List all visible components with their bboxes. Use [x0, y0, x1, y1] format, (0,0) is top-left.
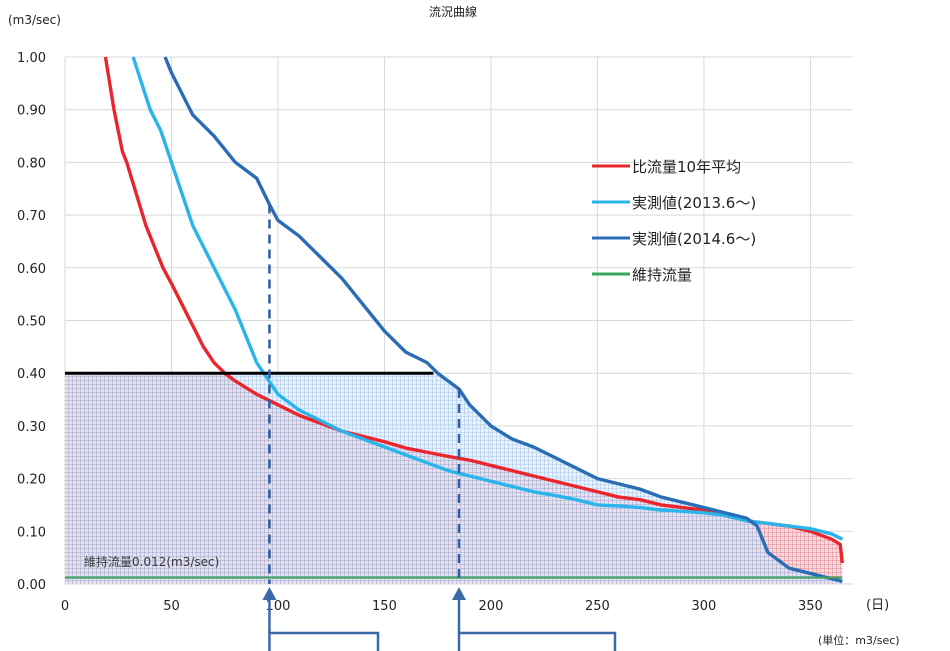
x-tick-label: 200	[479, 599, 504, 614]
arrow-head	[452, 587, 466, 600]
arrow-annotations	[262, 587, 617, 651]
y-tick-label: 0.70	[17, 209, 46, 224]
legend-label: 維持流量	[632, 266, 692, 284]
y-tick-label: 0.40	[17, 367, 46, 382]
legend-label: 実測値(2013.6～)	[632, 194, 756, 212]
series-lines	[65, 56, 845, 584]
arrow-connector	[268, 631, 380, 651]
unit-note: (単位：m3/sec)	[818, 633, 900, 647]
threshold-overlays	[65, 204, 461, 584]
x-tick-label: 50	[163, 599, 180, 614]
axis-ticks: 0.00 0.10 0.20 0.30 0.40 0.50 0.60 0.70 0.80 0.90…	[17, 51, 823, 614]
y-tick-label: 1.00	[17, 51, 46, 66]
arrow-head	[262, 587, 277, 600]
y-tick-label: 0.80	[17, 156, 46, 171]
x-tick-label: 350	[798, 599, 823, 614]
y-tick-label: 0.50	[17, 315, 46, 330]
y-axis-label: (m3/sec)	[8, 13, 61, 27]
y-tick-label: 0.10	[17, 525, 46, 540]
y-tick-label: 0.00	[17, 578, 46, 593]
chart-title: 流況曲線	[429, 4, 477, 19]
x-tick-label: 250	[585, 599, 610, 614]
series-line-0	[103, 56, 845, 564]
y-tick-label: 0.20	[17, 473, 46, 488]
blue-area-fill	[65, 373, 843, 584]
series-line-1	[131, 56, 844, 541]
arrow-connector	[457, 631, 617, 651]
x-tick-label: 0	[61, 599, 69, 614]
legend-label: 比流量10年平均	[632, 158, 741, 176]
y-tick-label: 0.30	[17, 420, 46, 435]
x-tick-label: 300	[692, 599, 717, 614]
y-tick-label: 0.90	[17, 104, 46, 119]
area-fills	[65, 373, 843, 584]
x-tick-label: 100	[266, 599, 291, 614]
x-axis-label: (日)	[866, 598, 889, 613]
legend-label: 実測値(2014.6～)	[632, 230, 756, 248]
maintenance-flow-label: 維持流量0.012(m3/sec)	[84, 554, 219, 569]
y-tick-label: 0.60	[17, 262, 46, 277]
x-tick-label: 150	[372, 599, 397, 614]
series-line-2	[163, 56, 843, 584]
